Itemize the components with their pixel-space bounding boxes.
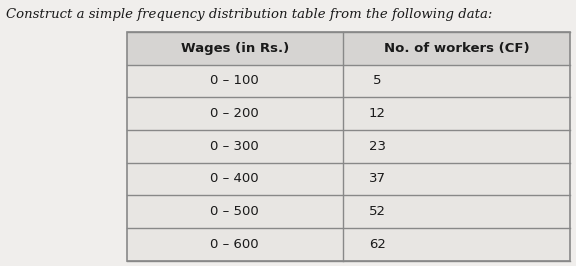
Text: Construct a simple frequency distribution table from the following data:: Construct a simple frequency distributio…: [6, 8, 492, 21]
Text: No. of workers (CF): No. of workers (CF): [384, 42, 529, 55]
Text: 37: 37: [369, 172, 386, 185]
Text: Wages (in Rs.): Wages (in Rs.): [181, 42, 289, 55]
Text: 12: 12: [369, 107, 386, 120]
Text: 0 – 200: 0 – 200: [210, 107, 259, 120]
Text: 0 – 600: 0 – 600: [210, 238, 259, 251]
Text: 52: 52: [369, 205, 386, 218]
Text: 0 – 100: 0 – 100: [210, 74, 259, 88]
Text: 0 – 400: 0 – 400: [210, 172, 259, 185]
Text: 62: 62: [369, 238, 386, 251]
Text: 0 – 300: 0 – 300: [210, 140, 259, 153]
Text: 0 – 500: 0 – 500: [210, 205, 259, 218]
Text: 23: 23: [369, 140, 386, 153]
Text: 5: 5: [373, 74, 381, 88]
